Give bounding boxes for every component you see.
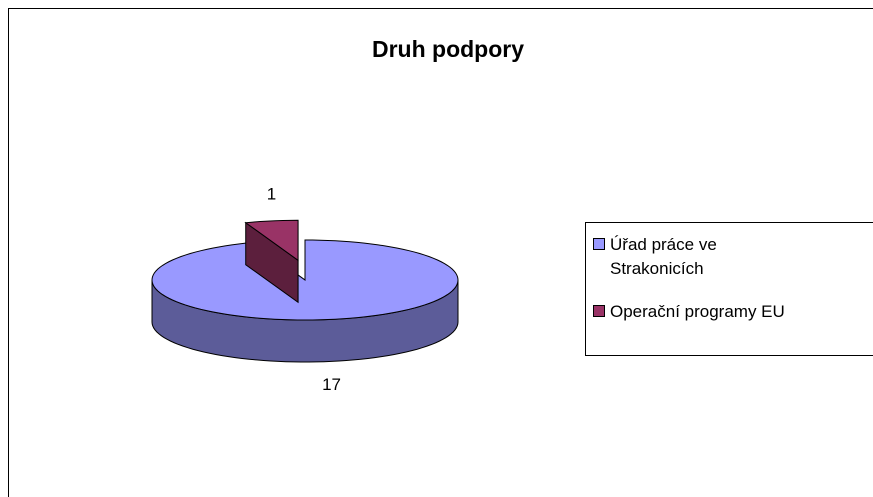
pie-slice bbox=[244, 219, 299, 304]
legend-box bbox=[585, 222, 873, 356]
legend-swatch bbox=[593, 238, 605, 250]
legend-swatch bbox=[593, 305, 605, 317]
pie-slice bbox=[151, 239, 459, 363]
legend-entry: Úřad práce ve Strakonicích bbox=[610, 235, 717, 278]
slice-top bbox=[151, 239, 459, 321]
legend-label: Operační programy EU bbox=[610, 302, 785, 321]
data-label: 17 bbox=[322, 375, 341, 394]
chart-title: Druh podpory bbox=[372, 36, 524, 62]
legend-label: Úřad práce ve Strakonicích bbox=[610, 235, 717, 278]
legend-entry: Operační programy EU bbox=[610, 302, 785, 321]
data-label: 1 bbox=[267, 184, 276, 203]
slice-top bbox=[244, 219, 299, 262]
